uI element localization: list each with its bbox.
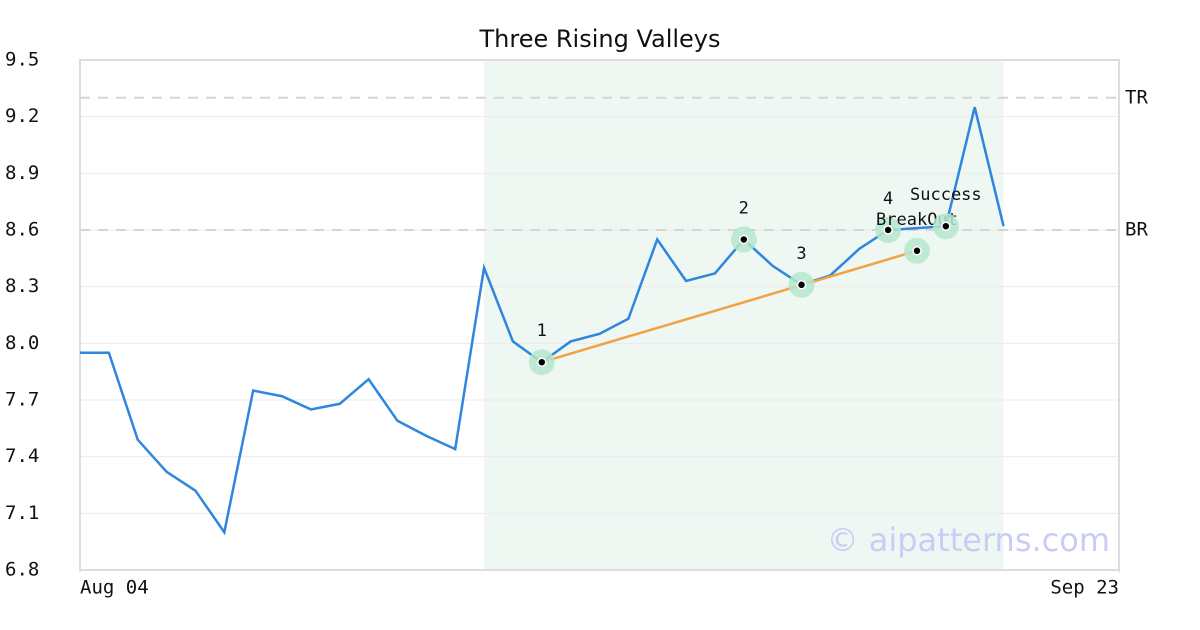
point-label: 2 <box>739 198 749 218</box>
point-marker <box>796 280 807 290</box>
point-marker <box>537 357 547 367</box>
y-tick-label: 9.2 <box>5 105 39 127</box>
level-label: BR <box>1125 219 1148 241</box>
level-label: TR <box>1125 86 1148 108</box>
point-label: 4 <box>883 189 893 209</box>
y-tick-label: 8.6 <box>5 219 39 241</box>
watermark: © aipatterns.com <box>827 521 1110 559</box>
point-label: 1 <box>537 321 547 341</box>
point-label: Success <box>910 185 982 205</box>
point-marker <box>912 246 922 256</box>
y-tick-label: 7.7 <box>5 389 39 411</box>
y-tick-label: 6.8 <box>5 559 39 581</box>
plot-frame <box>79 59 1120 571</box>
trend-line <box>541 249 918 364</box>
point-marker <box>941 221 951 231</box>
y-tick-label: 7.4 <box>5 445 39 467</box>
y-tick-label: 8.9 <box>5 162 39 184</box>
pattern-region <box>484 60 1004 570</box>
x-tick-label: Aug 04 <box>80 577 149 599</box>
chart-title: Three Rising Valleys <box>478 25 720 53</box>
point-label: 3 <box>796 244 806 264</box>
y-tick-label: 8.3 <box>5 275 39 297</box>
point-marker <box>883 225 893 235</box>
x-tick-label: Sep 23 <box>1050 577 1119 599</box>
y-tick-label: 7.1 <box>5 502 39 524</box>
y-tick-label: 9.5 <box>5 49 39 71</box>
point-marker <box>739 234 749 245</box>
y-tick-label: 8.0 <box>5 332 39 354</box>
